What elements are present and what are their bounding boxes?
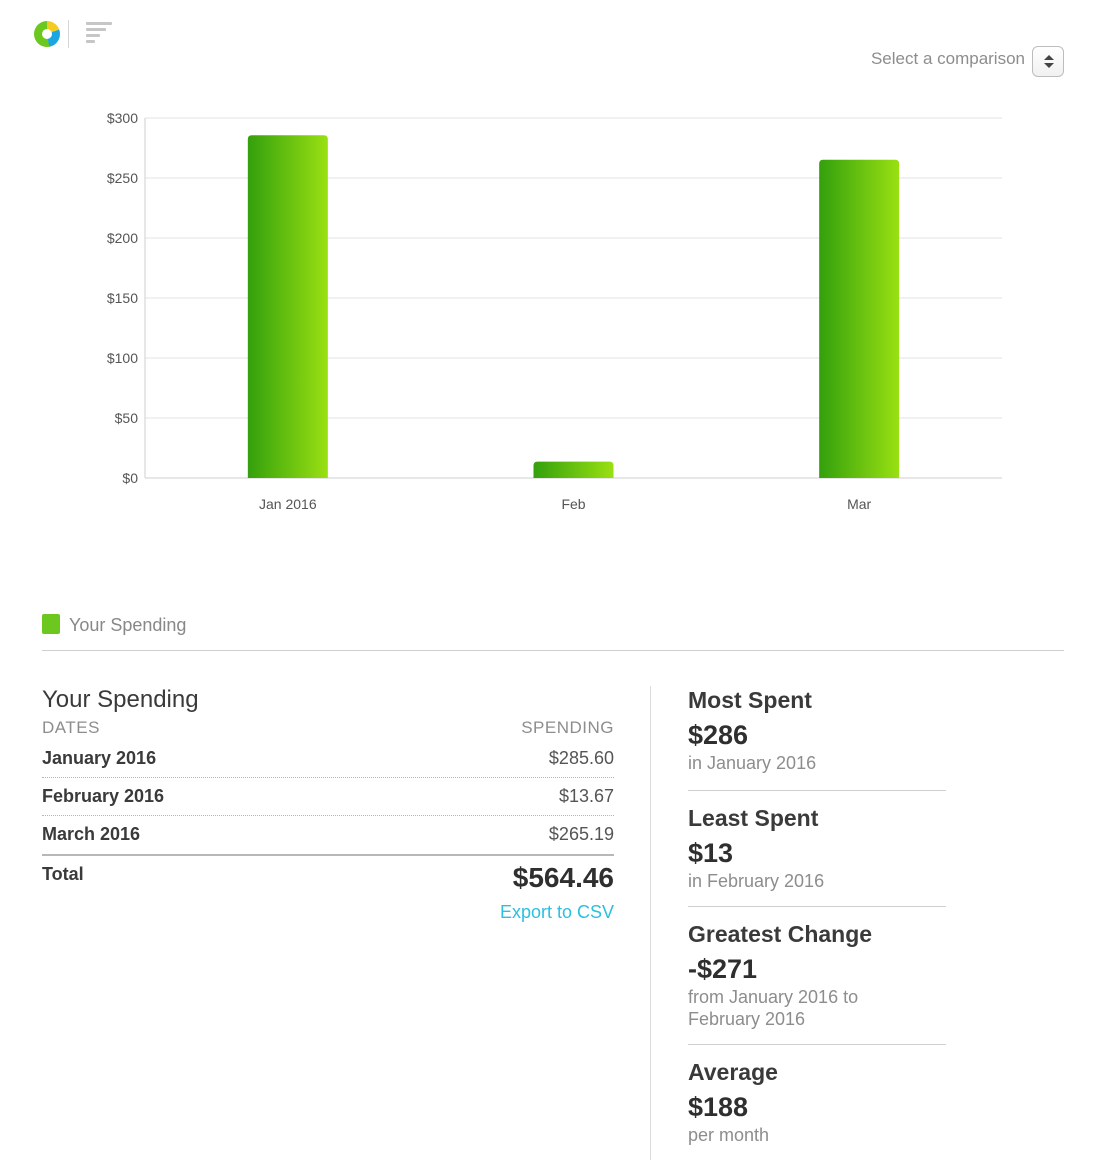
column-header-dates: DATES (42, 718, 100, 737)
bar-feb[interactable] (533, 461, 614, 478)
app-logo-icon[interactable] (34, 21, 60, 47)
total-divider (42, 854, 614, 856)
row-value: $265.19 (548, 824, 614, 844)
y-tick-label: $0 (122, 470, 138, 486)
column-header-spending: SPENDING (521, 718, 614, 737)
x-tick-label: Jan 2016 (259, 496, 317, 512)
stat-greatest-change: Greatest Change -$271 from January 2016 … (688, 920, 946, 1030)
section-divider (42, 650, 1064, 651)
comparison-label: Select a comparison (870, 49, 1025, 68)
table-row: March 2016 $265.19 (42, 816, 614, 854)
stat-amount: $188 (688, 1092, 749, 1122)
spending-bar-chart: $0 $50 $100 $150 $200 $250 $300 Jan 2016 Feb Mar (107, 110, 1002, 512)
row-date: February 2016 (42, 786, 165, 806)
stat-title: Greatest Change (688, 921, 873, 947)
row-value: $13.67 (558, 786, 614, 806)
stat-amount: $13 (688, 838, 734, 868)
stat-title: Least Spent (688, 805, 819, 831)
x-tick-label: Feb (561, 496, 585, 512)
legend-swatch (42, 614, 60, 634)
table-row: January 2016 $285.60 (42, 740, 614, 778)
legend-label: Your Spending (69, 615, 187, 635)
column-divider (650, 686, 651, 1160)
total-value: $564.46 (512, 862, 614, 893)
stat-average: Average $188 per month (688, 1058, 946, 1146)
row-value: $285.60 (548, 748, 614, 768)
export-csv-link[interactable]: Export to CSV (499, 902, 614, 922)
row-date: January 2016 (42, 748, 157, 768)
stat-least-spent: Least Spent $13 in February 2016 (688, 804, 946, 892)
stat-amount: $286 (688, 720, 749, 750)
stat-most-spent: Most Spent $286 in January 2016 (688, 686, 946, 774)
stat-divider (688, 790, 946, 791)
y-tick-label: $300 (107, 110, 138, 126)
bar-view-icon[interactable] (86, 22, 114, 46)
row-date: March 2016 (42, 824, 141, 844)
toolbar-divider (68, 20, 69, 48)
y-tick-label: $100 (107, 350, 138, 366)
stat-title: Average (688, 1059, 778, 1085)
stat-subtext: in January 2016 (688, 753, 817, 773)
table-title: Your Spending (42, 686, 199, 713)
y-tick-label: $200 (107, 230, 138, 246)
y-tick-label: $250 (107, 170, 138, 186)
y-tick-label: $150 (107, 290, 138, 306)
stat-divider (688, 906, 946, 907)
comparison-select[interactable] (1032, 46, 1064, 77)
total-label: Total (42, 864, 84, 884)
stat-subtext: from January 2016 to February 2016 (688, 987, 859, 1029)
table-row: February 2016 $13.67 (42, 778, 614, 816)
stat-subtext: in February 2016 (688, 871, 825, 891)
y-tick-label: $50 (115, 410, 139, 426)
stat-amount: -$271 (688, 954, 758, 984)
top-bar: Select a comparison (0, 0, 1102, 100)
stat-subtext: per month (688, 1125, 770, 1145)
stat-title: Most Spent (688, 687, 812, 713)
x-tick-label: Mar (847, 496, 871, 512)
stat-divider (688, 1044, 946, 1045)
bar-jan-2016[interactable] (247, 135, 328, 478)
bar-mar[interactable] (819, 159, 900, 478)
